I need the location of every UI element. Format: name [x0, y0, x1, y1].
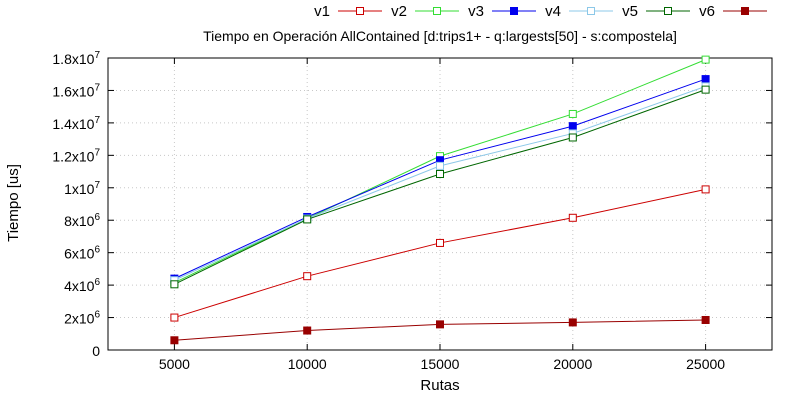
y-axis-label: Tiempo [us]: [5, 164, 22, 242]
y-tick-label: 1.8x107: [52, 50, 100, 67]
series-v5: [170, 85, 710, 289]
data-point: [568, 133, 577, 142]
data-point: [701, 55, 710, 64]
data-point: [170, 280, 179, 289]
legend-label: v3: [468, 3, 484, 20]
legend-marker: [587, 7, 595, 15]
y-tick-label: 1x107: [64, 180, 100, 197]
data-point: [303, 215, 312, 224]
data-point: [170, 313, 179, 322]
series: [170, 55, 710, 345]
data-point: [568, 109, 577, 118]
legend-label: v6: [699, 3, 715, 20]
x-tick-label: 15000: [421, 356, 460, 372]
legend-item-v6: v6: [699, 3, 767, 20]
data-point: [436, 238, 444, 247]
legend-label: v1: [314, 3, 330, 20]
x-tick-label: 5000: [159, 356, 190, 372]
x-tick-label: 10000: [288, 356, 327, 372]
series-v4: [170, 82, 710, 285]
data-point: [303, 326, 312, 335]
legend-label: v4: [545, 3, 561, 20]
legend-marker: [741, 7, 749, 15]
data-point: [701, 85, 710, 94]
data-point: [701, 185, 710, 194]
data-point: [568, 122, 577, 131]
chart-title: Tiempo en Operación AllContained [d:trip…: [203, 28, 677, 44]
axis-ticks: 0 2x106 4x106 6x106 8x106 1x107 1.2x107 1.4x107…: [52, 50, 772, 372]
legend-item-v5: v5: [622, 3, 690, 20]
data-point: [701, 75, 710, 84]
data-point: [436, 320, 444, 329]
legend-item-v3: v3: [468, 3, 536, 20]
series-line: [174, 85, 706, 281]
y-tick-label: 4x106: [64, 277, 100, 294]
y-tick-label: 6x106: [64, 245, 100, 262]
legend-item-v4: v4: [545, 3, 613, 20]
data-point: [436, 161, 444, 170]
data-point: [436, 169, 444, 178]
legend-item-v2: v2: [391, 3, 459, 20]
y-tick-label: 1.4x107: [52, 115, 100, 132]
y-tick-label: 8x106: [64, 212, 100, 229]
legend-marker: [356, 7, 364, 15]
x-tick-label: 25000: [686, 356, 725, 372]
legend-label: v5: [622, 3, 638, 20]
legend-item-v1: v1: [314, 3, 382, 20]
legend-marker: [510, 7, 518, 15]
y-tick-label: 0: [92, 343, 100, 359]
legend-marker: [433, 7, 441, 15]
data-point: [568, 213, 577, 222]
legend: v1 v2 v3 v4 v5 v6: [314, 3, 767, 20]
series-v1: [170, 185, 710, 322]
data-point: [170, 336, 179, 345]
legend-label: v2: [391, 3, 407, 20]
y-tick-label: 1.6x107: [52, 82, 100, 99]
x-tick-label: 20000: [553, 356, 592, 372]
x-axis-label: Rutas: [420, 377, 459, 394]
data-point: [701, 315, 710, 324]
series-v6: [170, 315, 710, 345]
y-tick-label: 1.2x107: [52, 147, 100, 164]
legend-marker: [664, 7, 672, 15]
data-point: [568, 318, 577, 327]
y-tick-label: 2x106: [64, 310, 100, 327]
data-point: [303, 272, 312, 281]
